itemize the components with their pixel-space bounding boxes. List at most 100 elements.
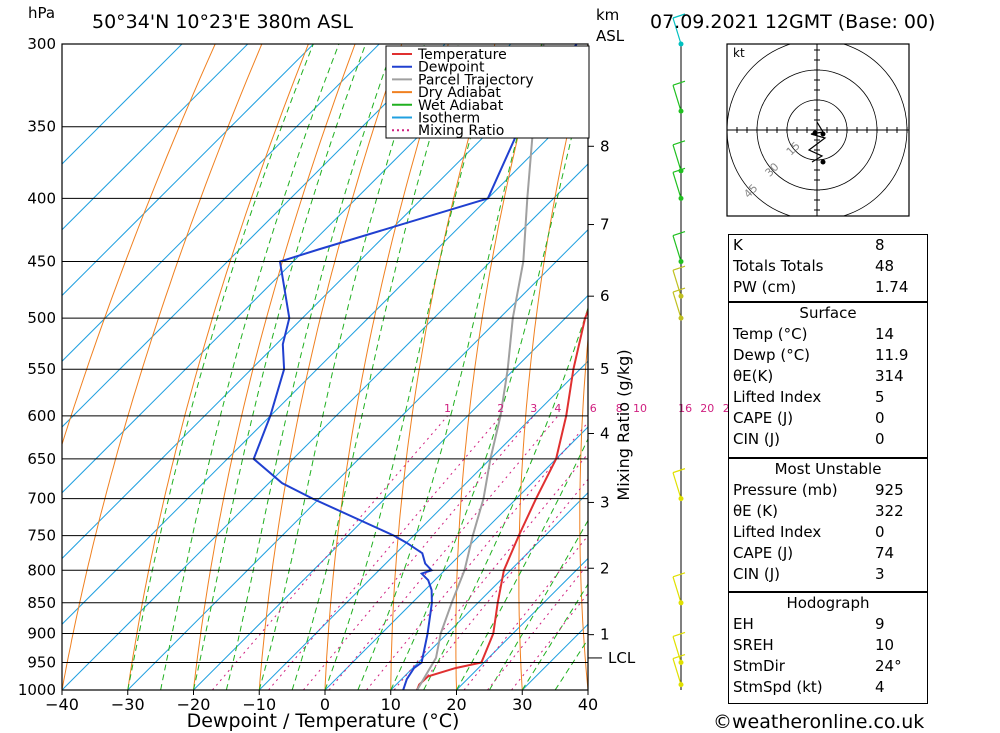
wet-adiabat-line [456,437,588,690]
isotherm-line [62,44,249,231]
wind-barb-staff [672,172,682,199]
pressure-tick-label: 900 [27,624,56,642]
isotherm-line [62,44,512,494]
pressure-tick-label: 600 [27,407,56,425]
location-title: 50°34'N 10°23'E 380m ASL [92,11,353,33]
profile-lines [252,44,588,690]
wet-adiabat-line [160,44,340,690]
hodograph-point [812,130,818,136]
wind-barb-staff [672,658,682,685]
index-label: PW (cm) [733,278,797,296]
index-row: StmDir 24° [729,656,927,677]
dry-adiabat-line [62,44,216,447]
legend-label: Wet Adiabat [418,98,504,114]
mixing-ratio-line [393,452,588,690]
datetime: 07.09.2021 12GMT (Base: 00) [650,11,935,33]
index-value: 10 [875,636,895,654]
dry-adiabat-line [959,44,1000,690]
mixing-ratio-line [328,415,559,690]
index-row: Lifted Index 0 [729,522,927,543]
mixing-ratio-line [212,415,448,690]
index-label: CIN (J) [733,565,781,583]
profile-temperature [416,308,588,690]
km-unit: km [596,6,619,24]
index-row: EH 9 [729,614,927,635]
profile-parcel-trajectory [416,44,545,690]
mixing-ratio-line [366,421,588,690]
mixing-ratio-label: 8 [616,402,623,415]
hodograph-point [820,131,826,137]
index-row: Pressure (mb) 925 [729,480,927,501]
index-value: 74 [875,544,895,562]
index-label: θE (K) [733,502,778,520]
wind-barb-staff [672,291,682,319]
pressure-tick-label: 550 [27,360,56,378]
isotherm-line [62,44,446,428]
legend-label: Dry Adiabat [418,85,501,101]
wet-adiabat-line [258,44,426,690]
pressure-tick-label: 350 [27,118,56,136]
index-label: Temp (°C) [733,325,808,343]
isotherm-line [62,97,588,625]
surface-box: Surface Temp (°C) 14 Dewp (°C) 11.9 θE(K) 314… [728,302,928,458]
wind-barb-staff [672,235,682,262]
pressure-tick-label: 300 [27,35,56,53]
isotherm-line [62,163,588,690]
km-tick-label: 4 [600,425,610,443]
wind-barbs [672,13,686,690]
mixing-ratio-axis-label: Mixing Ratio (g/kg) [614,349,633,500]
index-value: 0 [875,523,885,541]
index-value: 3 [875,565,885,583]
legend-label: Isotherm [418,111,480,127]
index-value: 11.9 [875,346,909,364]
index-row: Dewp (°C) 11.9 [729,345,927,366]
index-label: SREH [733,636,774,654]
x-axis-label: Dewpoint / Temperature (°C) [187,710,460,732]
index-row: CIN (J) 0 [729,429,927,450]
wind-barb-flag [672,654,686,660]
isotherm-line [127,229,588,690]
wind-barb-flag [672,287,686,293]
wind-barb-flag [672,140,686,146]
km-tick-label: 5 [600,360,610,378]
pressure-tick-label: 500 [27,309,56,327]
pressure-tick-label: 450 [27,253,56,271]
index-row: CAPE (J) 0 [729,408,927,429]
isotherm-line [62,44,183,165]
chart-axes: 1234681016202530035040045050055060065070… [18,35,737,714]
mixing-ratio-line [303,415,535,690]
dry-adiabat-line [696,44,728,690]
mixing-ratio-label: 3 [530,402,537,415]
wind-barb-staff [672,636,682,663]
indices-box: K 8 Totals Totals 48 PW (cm) 1.74 [728,234,928,302]
index-value: 48 [875,257,895,275]
index-value: 5 [875,388,885,406]
wet-adiabat-line [193,44,367,690]
index-value: 1.74 [875,278,909,296]
dry-adiabat-line [62,44,263,690]
mixing-ratio-label: 20 [700,402,714,415]
hodograph-point [820,159,826,165]
index-label: Lifted Index [733,523,822,541]
mixing-ratio-label: 6 [590,402,597,415]
index-row: Temp (°C) 14 [729,324,927,345]
index-row: CIN (J) 3 [729,564,927,585]
x-tick-label: −10 [242,695,276,714]
pressure-tick-label: 700 [27,490,56,508]
wind-barb-staff [672,576,682,603]
index-label: StmDir [733,657,785,675]
x-tick-label: −20 [177,695,211,714]
wet-adiabat-line [127,44,314,690]
isotherm-line [62,44,380,362]
km-tick-label: 8 [600,137,610,155]
isotherm-line [456,557,588,690]
x-tick-label: 40 [578,695,598,714]
x-tick-label: 10 [381,695,401,714]
credit: ©weatheronline.co.uk [713,711,924,733]
index-label: CAPE (J) [733,544,794,562]
index-label: Lifted Index [733,388,822,406]
index-row: SREH 10 [729,635,927,656]
